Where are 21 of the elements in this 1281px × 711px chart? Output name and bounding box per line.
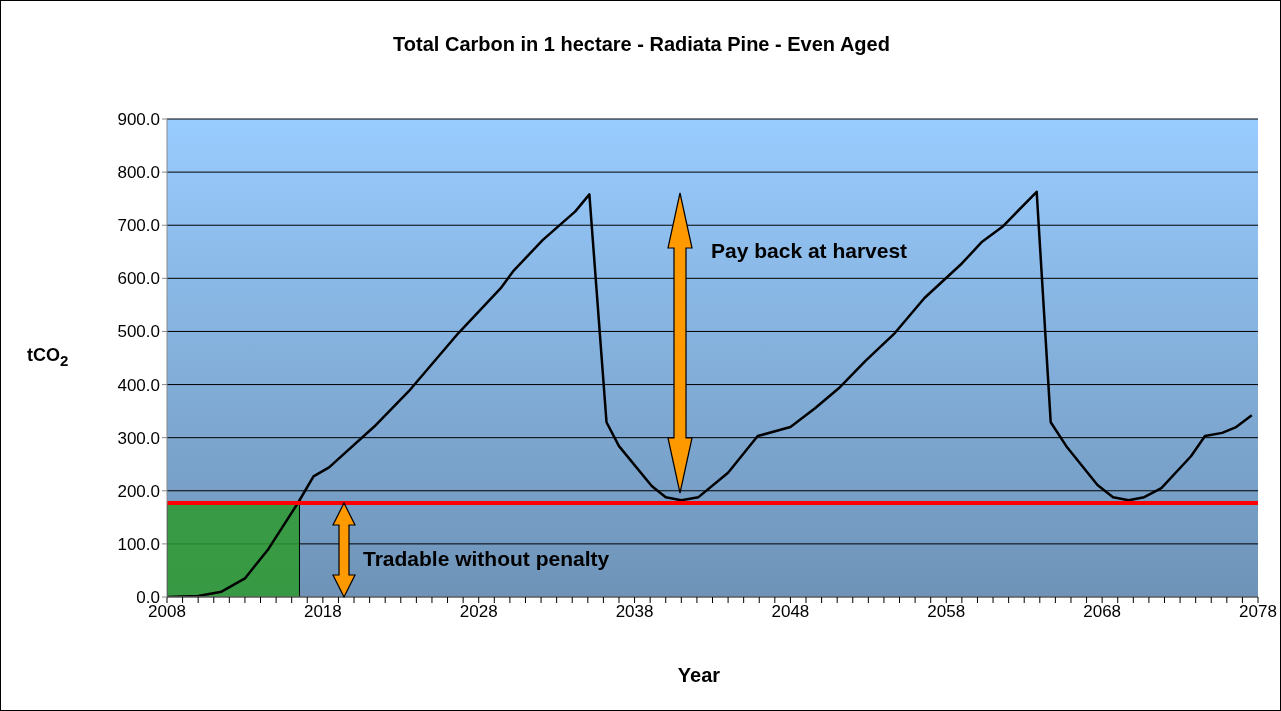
y-tick-label: 100.0 <box>117 534 160 554</box>
x-axis-title: Year <box>676 664 722 687</box>
chart-title: Total Carbon in 1 hectare - Radiata Pine - Even Aged <box>392 33 891 56</box>
y-tick-label: 200.0 <box>117 481 160 501</box>
x-tick-label: 2038 <box>615 602 654 622</box>
y-tick-label: 600.0 <box>117 269 160 289</box>
x-tick-label: 2028 <box>459 602 498 622</box>
annotation: Tradable without penalty <box>363 547 610 571</box>
y-tick-label: 500.0 <box>117 322 160 342</box>
y-tick-label: 800.0 <box>117 163 160 183</box>
x-tick-label: 2078 <box>1239 602 1277 622</box>
x-tick-label: 2068 <box>1083 602 1122 622</box>
x-tick-label: 2048 <box>771 602 810 622</box>
annotation: Pay back at harvest <box>711 239 908 263</box>
y-tick-label: 300.0 <box>117 428 160 448</box>
y-axis-title: tCO$_{2}$ <box>27 345 69 369</box>
y-tick-label: 400.0 <box>117 375 160 395</box>
x-tick-label: 2018 <box>303 602 342 622</box>
x-tick-label: 2058 <box>927 602 966 622</box>
y-tick-label: 700.0 <box>117 216 160 236</box>
y-tick-label: 900.0 <box>117 110 160 130</box>
